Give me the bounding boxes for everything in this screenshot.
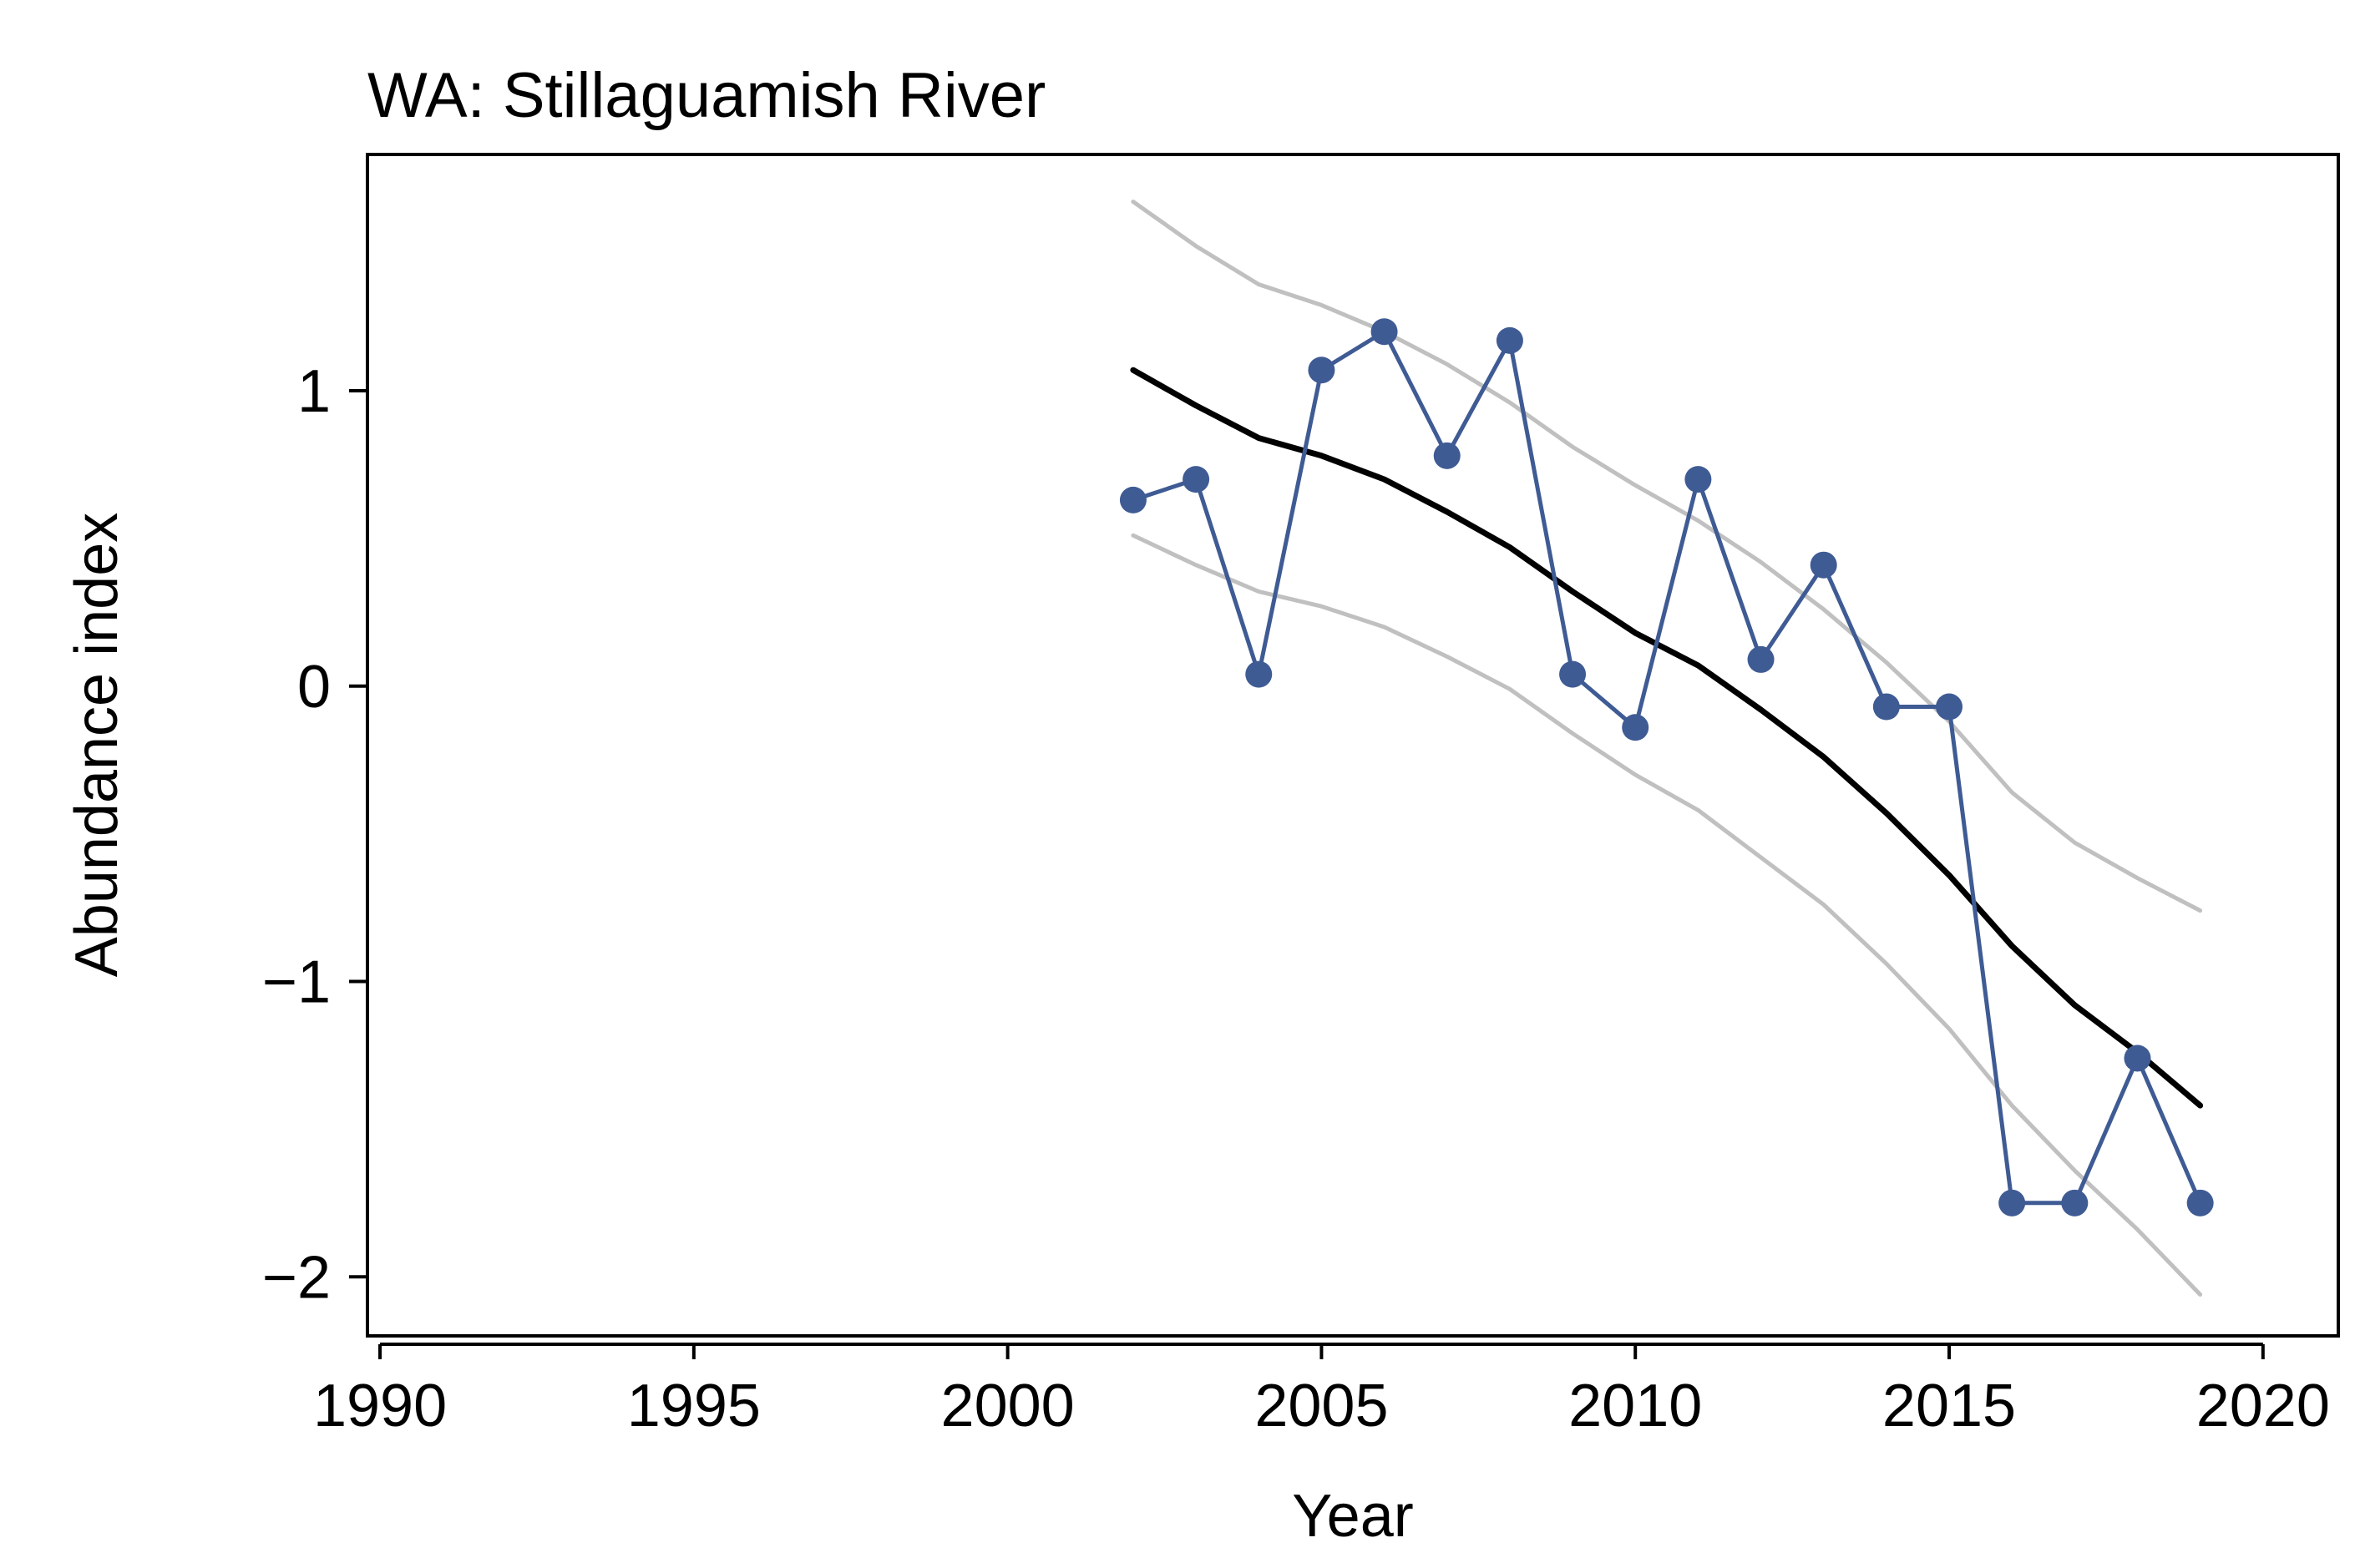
x-tick-label: 1990 <box>313 1373 447 1439</box>
lower-bound-line <box>1131 533 2203 1297</box>
observed-point <box>1370 318 1398 346</box>
observed-point <box>1183 466 1210 493</box>
upper-bound-line <box>1131 200 2203 913</box>
y-tick-label: −1 <box>262 949 331 1016</box>
observed-point <box>1998 1189 2026 1216</box>
observed-point <box>1308 357 1335 384</box>
observed-point <box>1684 466 1712 493</box>
y-axis: −2 −1 0 1 <box>262 358 367 1311</box>
trend-line <box>1130 367 2204 1109</box>
observed-point <box>1747 645 1775 673</box>
x-axis-label: Year <box>1292 1483 1413 1550</box>
observed-line <box>1131 329 2203 1206</box>
observed-point <box>1622 714 1649 741</box>
x-tick-label: 2010 <box>1568 1373 1702 1439</box>
observed-point <box>2061 1189 2089 1216</box>
observed-point <box>1936 693 1963 721</box>
x-tick-label: 2005 <box>1254 1373 1388 1439</box>
x-tick-label: 1995 <box>627 1373 761 1439</box>
series-layer <box>1119 200 2214 1297</box>
x-tick-label: 2020 <box>2196 1373 2330 1439</box>
observed-point <box>1872 693 1900 721</box>
x-axis: 1990 1995 2000 2005 2010 2015 2020 <box>313 1343 2330 1439</box>
observed-point <box>1559 660 1587 688</box>
observed-point <box>1433 442 1461 469</box>
y-axis-label: Abundance index <box>63 513 130 977</box>
plot-frame <box>366 153 2340 1338</box>
observed-point <box>2186 1189 2214 1216</box>
observed-point <box>1496 326 1523 354</box>
observed-point <box>1119 486 1147 513</box>
y-tick-label: 1 <box>297 358 331 425</box>
y-tick-label: −2 <box>262 1244 331 1311</box>
observed-point <box>1245 660 1273 688</box>
x-tick-label: 2000 <box>941 1373 1075 1439</box>
observed-point <box>2124 1044 2151 1072</box>
chart-title: WA: Stillaguamish River <box>367 60 1046 131</box>
x-tick-label: 2015 <box>1882 1373 2016 1439</box>
observed-point <box>1810 551 1837 579</box>
y-tick-label: 0 <box>297 654 331 721</box>
